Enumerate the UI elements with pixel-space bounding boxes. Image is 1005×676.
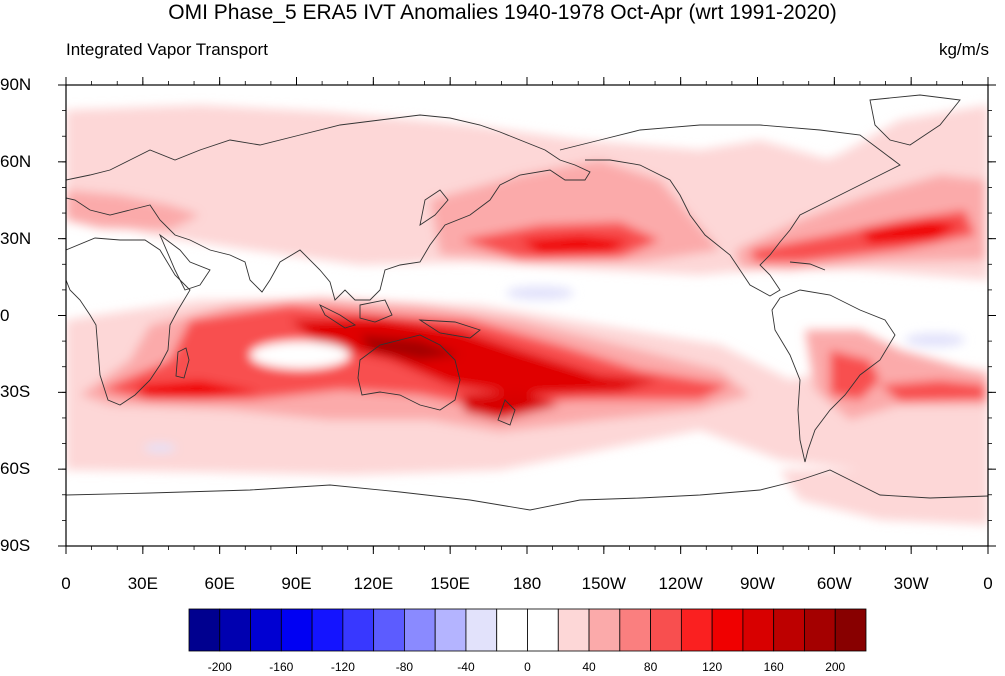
lon-tick-label: 60E bbox=[204, 574, 235, 593]
colorbar-tick-label: -160 bbox=[269, 660, 294, 674]
coastline-south-america bbox=[771, 289, 896, 463]
colorbar-tick-label: 40 bbox=[582, 660, 596, 674]
coastline-greenland bbox=[869, 94, 961, 146]
lon-tick-label: 120E bbox=[353, 574, 394, 593]
lon-tick-label: 30E bbox=[127, 574, 158, 593]
anomaly-negative-southern-ocean bbox=[144, 444, 176, 452]
anomaly-strong-brazil bbox=[830, 350, 880, 400]
colorbar-swatch bbox=[804, 608, 836, 652]
colorbar-tick-label: -120 bbox=[330, 660, 355, 674]
colorbar-swatch bbox=[557, 608, 590, 652]
coastline-new-zealand bbox=[497, 399, 516, 426]
lon-tick-label: 30W bbox=[893, 574, 929, 593]
anomaly-negative-south-atlantic bbox=[905, 333, 965, 347]
coastline-australia bbox=[357, 334, 461, 411]
lat-tick-label: 30S bbox=[0, 382, 31, 402]
lat-tick-label: 60N bbox=[0, 151, 32, 171]
anomaly-strong-south-atlantic bbox=[880, 380, 985, 402]
coastline-madagascar bbox=[175, 347, 190, 379]
colorbar-swatch bbox=[496, 608, 528, 652]
colorbar-swatch bbox=[311, 608, 344, 652]
colorbar-swatch bbox=[588, 608, 621, 652]
coastline-sumatra bbox=[318, 303, 357, 329]
coastline-africa bbox=[66, 237, 191, 406]
lon-tick-label: 150E bbox=[430, 574, 471, 593]
anomaly-core-north-pacific bbox=[520, 235, 630, 254]
colorbar-swatch bbox=[404, 608, 436, 652]
lon-tick-label: 120W bbox=[658, 574, 703, 593]
lon-tick-label: 90E bbox=[281, 574, 312, 593]
colorbar-tick-label: 120 bbox=[702, 660, 723, 674]
anomaly-medium-europe bbox=[66, 190, 200, 230]
anomaly-core-southeast-pacific bbox=[460, 392, 560, 420]
lat-tick-label: 60S bbox=[0, 459, 31, 479]
coastline-north-america bbox=[559, 124, 901, 297]
colorbar-tick-label: 200 bbox=[825, 660, 846, 674]
colorbar-tick-label: 80 bbox=[643, 660, 658, 674]
colorbar-swatch bbox=[773, 608, 805, 652]
colorbar-swatch bbox=[742, 608, 775, 652]
lon-tick-label: 60W bbox=[816, 574, 852, 593]
chart-title: OMI Phase_5 ERA5 IVT Anomalies 1940-1978… bbox=[168, 1, 837, 24]
colorbar-swatch bbox=[680, 608, 713, 652]
lat-tick-label: 90S bbox=[0, 536, 31, 555]
colorbar-swatch bbox=[219, 608, 251, 652]
coastline-caribbean bbox=[789, 261, 826, 271]
colorbar-tick-label: -40 bbox=[457, 660, 475, 674]
coastline-arabia bbox=[158, 233, 211, 291]
coastline-borneo bbox=[359, 299, 393, 323]
colorbar-swatch bbox=[434, 608, 467, 652]
coastline-eurasia bbox=[66, 114, 591, 301]
colorbar-swatch bbox=[527, 608, 559, 652]
colorbar bbox=[188, 608, 867, 652]
lon-tick-label: 0 bbox=[61, 574, 71, 593]
units-label: kg/m/s bbox=[938, 40, 989, 59]
colorbar-swatch bbox=[465, 608, 498, 652]
colorbar-swatch bbox=[619, 608, 651, 652]
anomaly-pale-antarctic bbox=[780, 470, 988, 525]
colorbar-tick-label: -200 bbox=[207, 660, 232, 674]
lon-tick-label: 0 bbox=[983, 574, 993, 593]
colorbar-tick-label: 160 bbox=[763, 660, 784, 674]
lon-tick-label: 90W bbox=[740, 574, 775, 593]
anomaly-neutral-indian-ocean bbox=[250, 341, 350, 369]
map-frame bbox=[58, 77, 996, 554]
lat-tick-label: 30N bbox=[0, 228, 32, 248]
colorbar-tick-label: -80 bbox=[395, 660, 414, 674]
coastlines bbox=[66, 94, 988, 511]
lat-tick-label: 0 bbox=[0, 305, 10, 325]
variable-label: Integrated Vapor Transport bbox=[66, 40, 268, 59]
lon-tick-label: 150W bbox=[581, 574, 627, 593]
lon-tick-label: 180 bbox=[512, 574, 542, 593]
coastline-new-guinea bbox=[418, 319, 481, 339]
colorbar-swatch bbox=[650, 608, 682, 652]
coastline-japan bbox=[419, 189, 449, 226]
colorbar-swatch bbox=[711, 608, 744, 652]
anomaly-field bbox=[66, 105, 988, 525]
colorbar-swatch bbox=[280, 608, 313, 652]
colorbar-swatch bbox=[188, 608, 221, 652]
colorbar-swatch bbox=[250, 608, 282, 652]
coastline-antarctica bbox=[66, 469, 988, 511]
anomaly-max-core bbox=[360, 335, 460, 360]
anomaly-negative-east-pacific bbox=[506, 286, 574, 300]
colorbar-swatch bbox=[373, 608, 405, 652]
anomaly-core-indian-ocean bbox=[140, 380, 260, 400]
lat-tick-label: 90N bbox=[0, 75, 32, 94]
colorbar-tick-label: 0 bbox=[524, 660, 531, 674]
anomaly-core-north-atlantic bbox=[860, 220, 960, 244]
colorbar-swatch bbox=[834, 608, 867, 652]
colorbar-swatch bbox=[342, 608, 375, 652]
